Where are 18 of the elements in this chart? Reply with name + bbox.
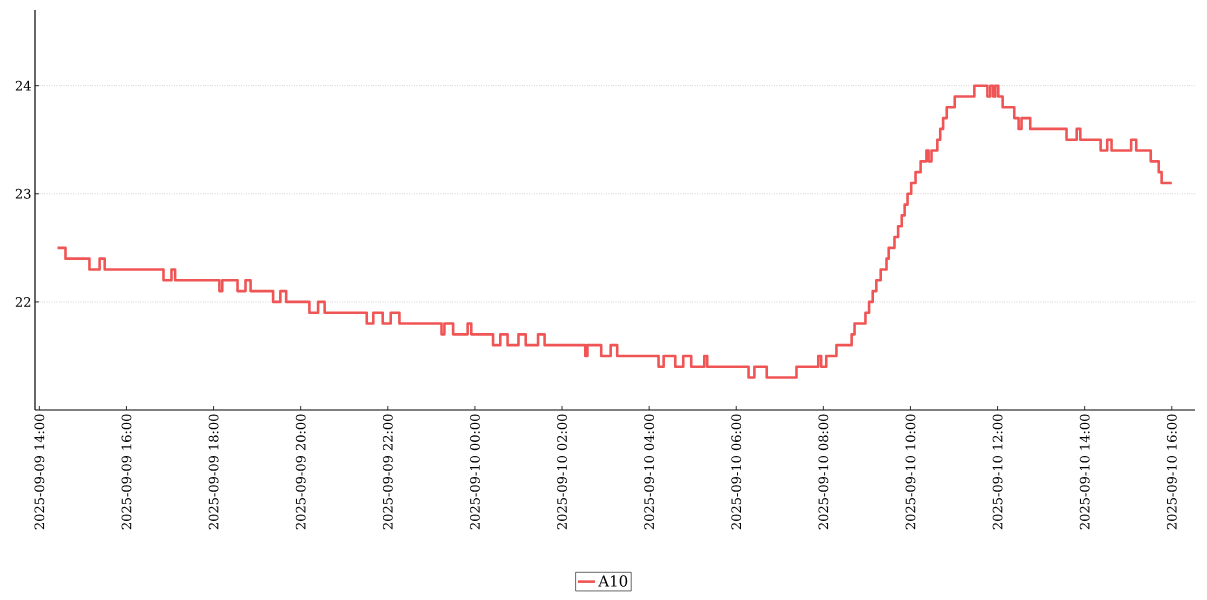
x-tick-label: 2025-09-09 20:00 — [295, 414, 306, 530]
x-tick-label: 2025-09-09 18:00 — [208, 414, 219, 530]
x-tick-label: 2025-09-10 16:00 — [1166, 414, 1177, 530]
x-tick-label: 2025-09-10 02:00 — [557, 414, 567, 530]
x-tick-label: 2025-09-10 12:00 — [992, 414, 1003, 530]
y-tick-label: 23 — [15, 188, 31, 199]
x-tick-label: 2025-09-10 00:00 — [470, 414, 480, 530]
x-tick-label: 2025-09-10 08:00 — [818, 414, 829, 530]
x-tick-label: 2025-09-09 14:00 — [34, 414, 45, 530]
x-tick-label: 2025-09-10 14:00 — [1079, 414, 1090, 530]
x-tick-label: 2025-09-09 22:00 — [382, 414, 393, 530]
x-tick-label: 2025-09-10 10:00 — [905, 414, 916, 530]
x-tick-label: 2025-09-10 04:00 — [644, 414, 655, 530]
y-tick-label: 22 — [15, 297, 31, 307]
y-tick-label: 24 — [15, 80, 31, 91]
x-tick-label: 2025-09-09 16:00 — [121, 414, 132, 530]
x-tick-label: 2025-09-10 06:00 — [731, 414, 742, 530]
legend-label: A10 — [598, 575, 628, 587]
